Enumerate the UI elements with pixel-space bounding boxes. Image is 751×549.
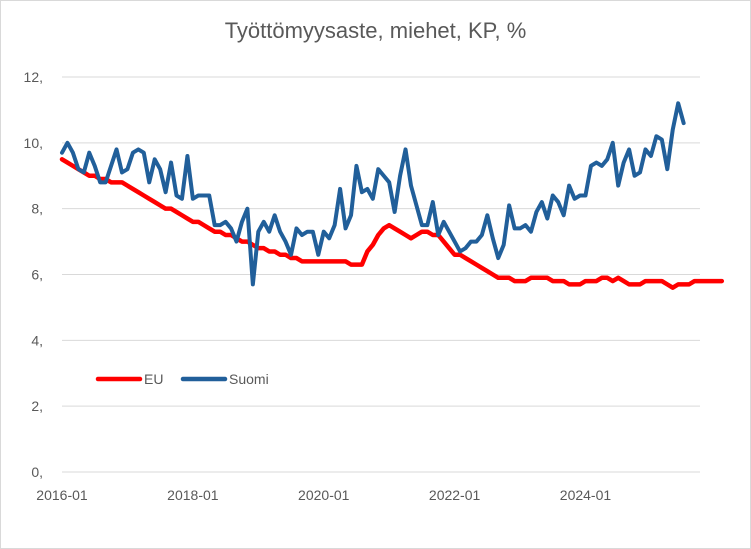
- y-tick-label: 4,: [31, 332, 43, 348]
- series-line-eu: [59, 157, 725, 290]
- series-lines: [59, 101, 725, 290]
- x-axis-tick-labels: 2016-01 2018-01 2020-01 2022-01 2024-01: [36, 487, 611, 503]
- y-axis-tick-labels: 0, 2, 4, 6, 8, 10, 12,: [24, 69, 43, 480]
- x-tick-label: 2020-01: [298, 487, 350, 503]
- y-tick-label: 12,: [24, 69, 43, 85]
- legend-label-eu: EU: [144, 371, 163, 387]
- y-tick-label: 6,: [31, 267, 43, 283]
- x-tick-label: 2018-01: [167, 487, 219, 503]
- x-tick-label: 2022-01: [429, 487, 481, 503]
- series-line-suomi: [60, 101, 686, 287]
- legend: EU Suomi: [95, 371, 269, 387]
- x-tick-label: 2024-01: [560, 487, 612, 503]
- chart-title: Työttömyysaste, miehet, KP, %: [224, 18, 527, 43]
- y-tick-label: 10,: [24, 135, 43, 151]
- x-tick-label: 2016-01: [36, 487, 88, 503]
- y-tick-label: 2,: [31, 398, 43, 414]
- y-tick-label: 0,: [31, 464, 43, 480]
- gridlines: [62, 76, 700, 473]
- y-tick-label: 8,: [31, 201, 43, 217]
- legend-label-suomi: Suomi: [229, 371, 269, 387]
